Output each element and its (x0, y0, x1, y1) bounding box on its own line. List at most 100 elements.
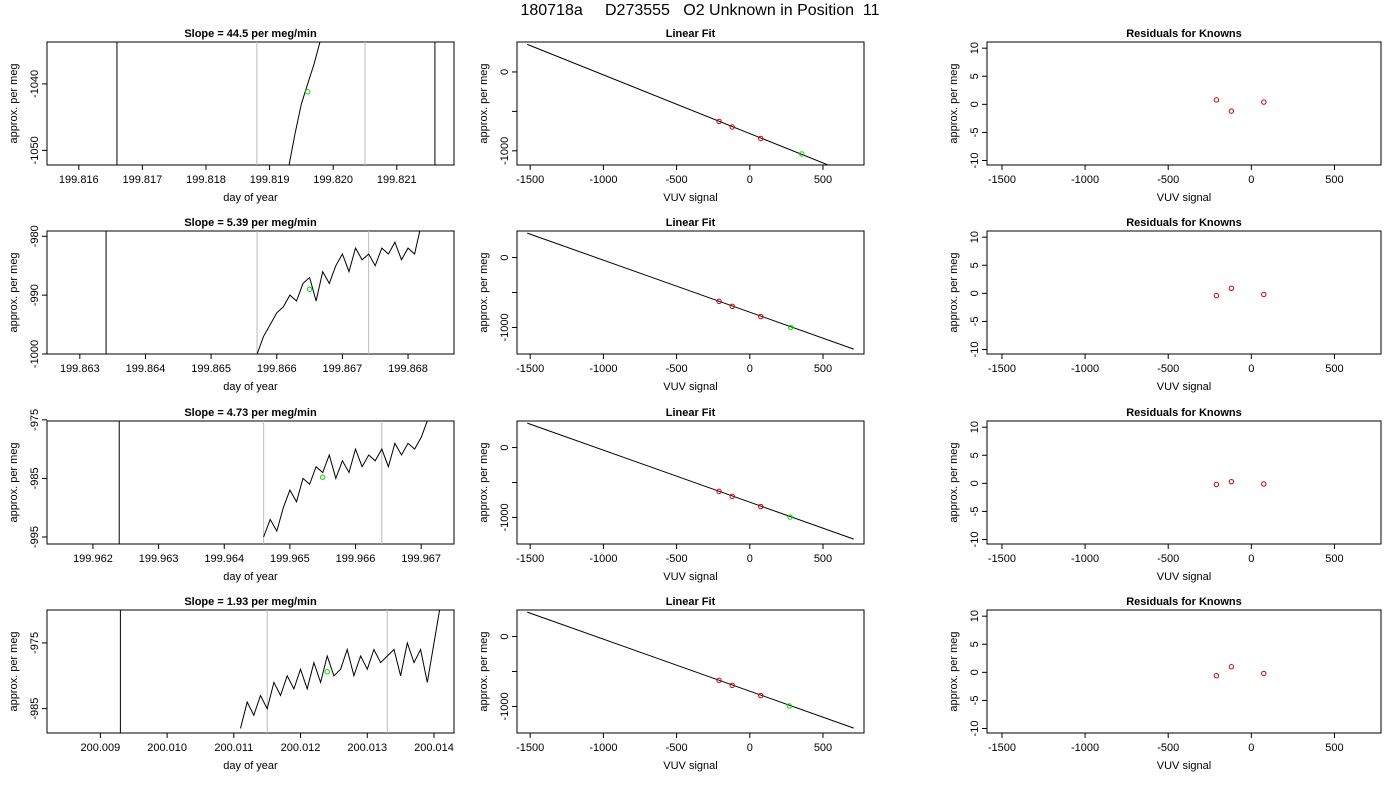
x-tick-label: -500 (1157, 742, 1179, 754)
y-axis-label: approx. per meg (8, 442, 20, 522)
x-tick-label: -1000 (589, 174, 617, 186)
x-tick-label: 199.864 (126, 363, 166, 375)
y-tick-label: -1000 (499, 503, 511, 531)
x-tick-label: 200.013 (347, 742, 387, 754)
x-tick-label: 199.866 (257, 363, 297, 375)
plot-frame (986, 609, 1382, 734)
known-point (1228, 108, 1235, 114)
y-axis-label: approx. per meg (8, 63, 20, 143)
y-tick-label: -980 (29, 225, 41, 247)
y-tick-label: -985 (29, 467, 41, 489)
x-tick-label: -1000 (1071, 363, 1099, 375)
known-point (1261, 291, 1267, 298)
plot-frame (516, 609, 865, 734)
x-tick-label: 199.865 (191, 363, 231, 375)
x-tick-label: 199.863 (60, 363, 100, 375)
x-tick-label: 199.819 (250, 174, 290, 186)
unknown-point (786, 703, 793, 709)
y-axis-label: approx. per meg (478, 252, 490, 332)
x-tick-label: 200.012 (281, 742, 321, 754)
panel-r2-c1: Slope = 5.39 per meg/min 199.863 199.864 19… (8, 217, 455, 393)
x-tick-label: 0 (747, 174, 753, 186)
y-tick-label: 0 (499, 69, 511, 75)
x-tick-label: -1500 (516, 174, 544, 186)
known-point (1261, 481, 1267, 487)
plot-frame (516, 230, 865, 355)
x-tick-label: 0 (1248, 553, 1254, 565)
fit-line (527, 611, 854, 729)
y-tick-label: -1000 (499, 137, 511, 165)
panel-r1-c1: Slope = 44.5 per meg/min 199.816 199.817 19… (8, 28, 455, 204)
x-tick-label: 199.963 (139, 553, 179, 565)
plot-frame (986, 230, 1382, 355)
y-tick-label: -5 (969, 128, 981, 138)
panel-title: Slope = 4.73 per meg/min (184, 407, 317, 419)
y-axis-label: approx. per meg (948, 63, 960, 143)
x-tick-label: -1000 (589, 742, 617, 754)
known-point (729, 682, 735, 689)
plot-frame (46, 41, 455, 166)
x-tick-label: 0 (1248, 363, 1254, 375)
plot-area (1213, 478, 1267, 488)
x-tick-label: 500 (814, 742, 832, 754)
y-tick-label: -1040 (29, 70, 41, 98)
known-point (729, 493, 735, 500)
x-tick-label: 199.962 (73, 553, 113, 565)
x-axis-label: VUV signal (1157, 381, 1211, 393)
y-tick-label: -5 (969, 317, 981, 327)
x-tick-label: -1500 (988, 742, 1016, 754)
y-tick-label: 10 (969, 610, 981, 622)
known-point (716, 488, 722, 495)
known-point (758, 135, 764, 142)
x-tick-label: 500 (814, 174, 832, 186)
plot-frame (516, 420, 865, 545)
y-tick-label: -5 (969, 696, 981, 706)
y-tick-label: -1050 (29, 136, 41, 164)
y-tick-label: 5 (969, 73, 981, 79)
x-tick-label: 500 (1325, 174, 1343, 186)
plot-area (105, 231, 421, 354)
known-point (716, 118, 722, 125)
plot-frame (46, 230, 455, 355)
x-tick-label: -500 (666, 553, 688, 565)
unknown-point (799, 151, 805, 157)
x-tick-label: 199.820 (313, 174, 353, 186)
panel-title: Linear Fit (666, 596, 716, 608)
x-tick-label: 200.009 (80, 742, 120, 754)
unknown-point (788, 324, 794, 331)
x-tick-label: -500 (1157, 363, 1179, 375)
y-tick-label: 5 (969, 641, 981, 647)
y-axis-label: approx. per meg (8, 252, 20, 332)
x-tick-label: -1500 (516, 553, 544, 565)
plot-area (116, 42, 436, 165)
y-tick-label: -1000 (499, 692, 511, 720)
x-axis-label: VUV signal (1157, 571, 1211, 583)
x-axis-label: day of year (223, 571, 278, 583)
y-tick-label: 0 (969, 101, 981, 107)
x-tick-label: -500 (666, 363, 688, 375)
panel-title: Residuals for Knowns (1126, 596, 1242, 608)
x-tick-label: 199.821 (377, 174, 417, 186)
x-tick-label: 0 (747, 742, 753, 754)
x-tick-label: 500 (814, 553, 832, 565)
y-axis-label: approx. per meg (948, 252, 960, 332)
plot-area (1213, 285, 1267, 299)
y-tick-label: 0 (969, 290, 981, 296)
known-point (729, 303, 735, 310)
x-tick-label: 199.818 (186, 174, 226, 186)
plot-frame (46, 420, 455, 545)
y-tick-label: 0 (969, 669, 981, 675)
plot-area (118, 421, 428, 544)
plot-area (1213, 97, 1267, 114)
plot-area (527, 611, 854, 729)
page-title: 180718a D273555 O2 Unknown in Position 1… (520, 2, 880, 19)
unknown-point (787, 514, 793, 520)
panel-r2-c3: Residuals for Knowns -1500 -1000 -500 0 500 10… (948, 217, 1382, 393)
panel-r3-c3: Residuals for Knowns -1500 -1000 -500 0 500 10… (948, 407, 1382, 583)
y-tick-label: -10 (969, 532, 981, 548)
known-point (1228, 478, 1235, 485)
y-axis-label: approx. per meg (948, 442, 960, 522)
known-point (716, 298, 722, 305)
plot-area (119, 610, 441, 733)
